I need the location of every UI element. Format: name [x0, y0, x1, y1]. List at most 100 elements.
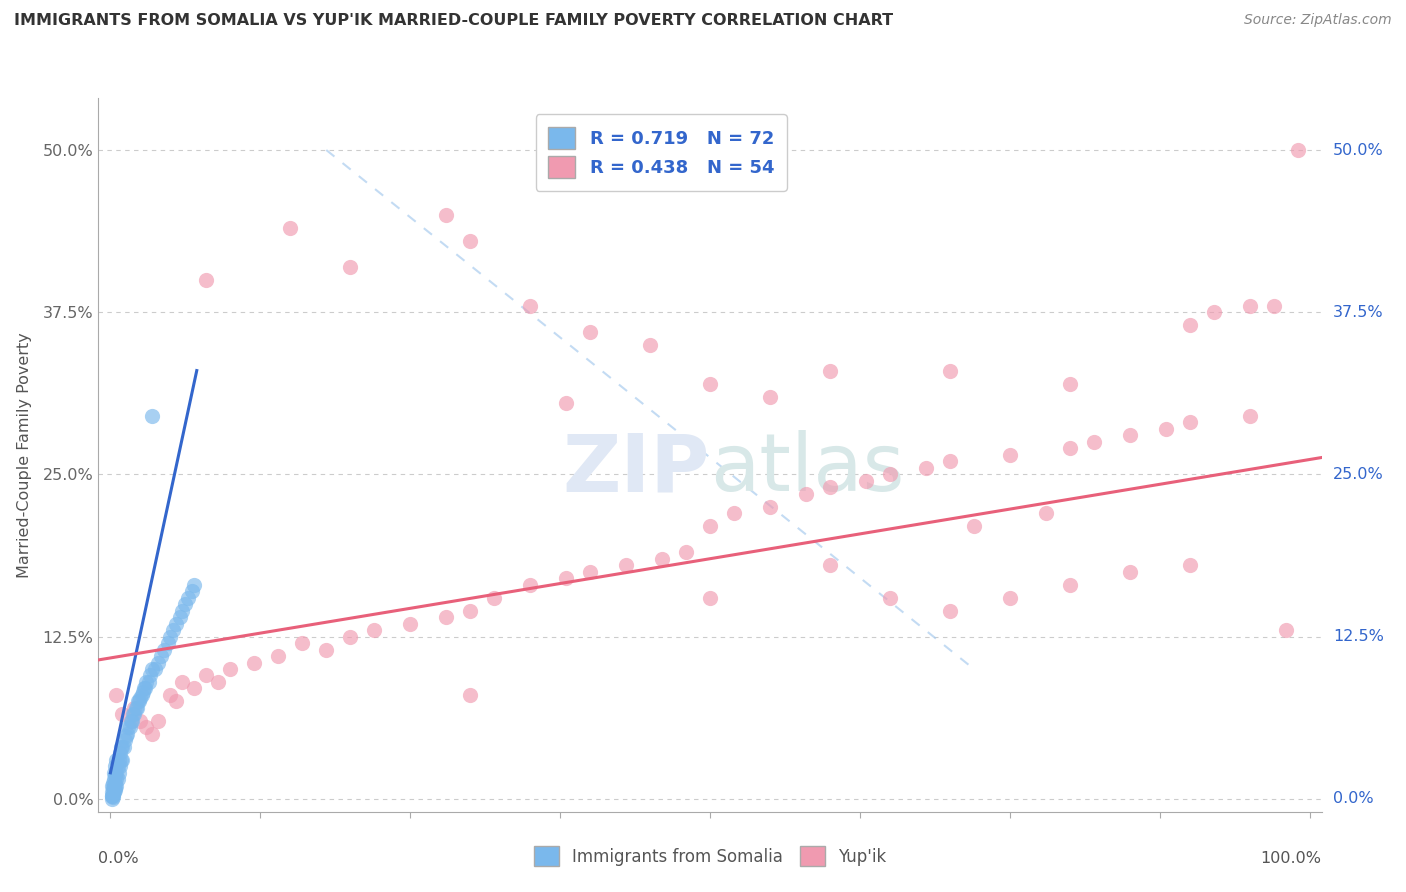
Point [122, 707, 145, 722]
Point [141, 662, 163, 676]
Point [111, 707, 134, 722]
Point [1059, 376, 1081, 391]
Text: Source: ZipAtlas.com: Source: ZipAtlas.com [1244, 13, 1392, 28]
Point [195, 273, 218, 287]
Point [115, 730, 138, 744]
Point [177, 591, 200, 605]
Point [363, 623, 385, 637]
Point [291, 636, 314, 650]
Point [818, 558, 841, 573]
Point [458, 604, 481, 618]
Point [125, 701, 148, 715]
Point [101, 781, 124, 796]
Point [135, 675, 157, 690]
Point [519, 299, 541, 313]
Point [399, 616, 422, 631]
Point [963, 519, 986, 533]
Point [879, 591, 901, 605]
Point [127, 694, 149, 708]
Point [579, 325, 602, 339]
Point [103, 785, 125, 799]
Point [104, 776, 127, 790]
Point [110, 739, 132, 754]
Point [117, 720, 139, 734]
Point [183, 681, 205, 696]
Point [699, 591, 721, 605]
Point [135, 720, 157, 734]
Point [104, 759, 127, 773]
Point [651, 551, 673, 566]
Point [108, 753, 129, 767]
Point [105, 753, 128, 767]
Point [114, 733, 136, 747]
Point [195, 668, 218, 682]
Point [148, 714, 170, 728]
Text: ZIP: ZIP [562, 430, 710, 508]
Point [759, 390, 782, 404]
Point [219, 662, 242, 676]
Point [105, 779, 128, 793]
Point [132, 681, 155, 696]
Point [120, 714, 142, 728]
Point [699, 376, 721, 391]
Point [181, 584, 204, 599]
Point [818, 363, 841, 377]
Point [159, 630, 181, 644]
Point [794, 487, 817, 501]
Point [998, 448, 1021, 462]
Point [519, 577, 541, 591]
Point [1286, 143, 1309, 157]
Point [675, 545, 697, 559]
Point [879, 467, 901, 482]
Point [939, 363, 962, 377]
Point [555, 571, 578, 585]
Point [108, 747, 131, 761]
Point [638, 337, 661, 351]
Text: 100.0%: 100.0% [1261, 851, 1322, 866]
Point [101, 776, 124, 790]
Point [156, 636, 179, 650]
Point [103, 781, 125, 796]
Point [115, 727, 138, 741]
Point [141, 409, 163, 423]
Text: 12.5%: 12.5% [1333, 629, 1384, 644]
Point [101, 788, 124, 802]
Point [915, 461, 938, 475]
Point [128, 694, 150, 708]
Text: 37.5%: 37.5% [1333, 305, 1384, 319]
Text: 0.0%: 0.0% [1333, 791, 1374, 806]
Point [129, 714, 152, 728]
Point [105, 688, 128, 702]
Point [103, 772, 125, 787]
Text: 0.0%: 0.0% [98, 851, 139, 866]
Point [124, 707, 146, 722]
Point [111, 739, 134, 754]
Point [107, 772, 129, 787]
Point [104, 781, 127, 796]
Point [148, 656, 170, 670]
Point [434, 610, 457, 624]
Point [172, 675, 194, 690]
Point [1154, 422, 1177, 436]
Point [132, 685, 155, 699]
Point [100, 791, 122, 805]
Point [1274, 623, 1296, 637]
Y-axis label: Married-Couple Family Poverty: Married-Couple Family Poverty [17, 332, 31, 578]
Point [555, 396, 578, 410]
Point [149, 648, 172, 663]
Point [131, 688, 153, 702]
Point [1059, 577, 1081, 591]
Point [939, 454, 962, 468]
Point [100, 779, 122, 793]
Point [159, 688, 181, 702]
Point [138, 675, 160, 690]
Point [143, 662, 166, 676]
Point [100, 785, 122, 799]
Point [129, 690, 152, 705]
Point [1178, 318, 1201, 333]
Point [108, 765, 129, 780]
Point [1239, 299, 1261, 313]
Point [100, 789, 122, 804]
Point [434, 208, 457, 222]
Point [579, 565, 602, 579]
